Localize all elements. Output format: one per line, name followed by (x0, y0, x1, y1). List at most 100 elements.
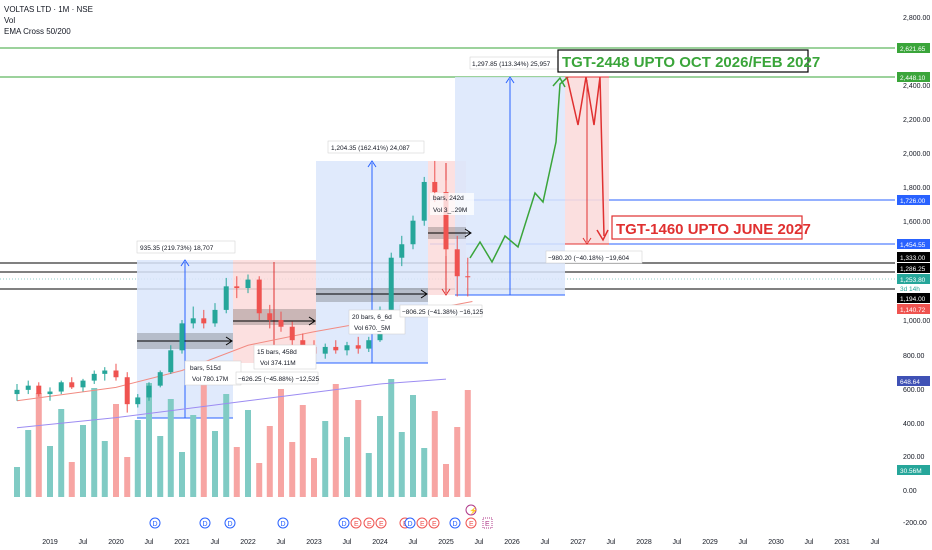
candle (58, 380, 64, 395)
volume-bars (14, 378, 471, 497)
volume-bar (344, 437, 350, 497)
svg-text:E: E (485, 521, 490, 528)
volume-bar (365, 453, 372, 497)
volume-bar (278, 389, 284, 497)
volume-bar (256, 463, 263, 497)
candle (69, 377, 75, 390)
candle (333, 340, 339, 354)
price-label: 1,454.55 (897, 239, 930, 249)
candle (267, 304, 273, 329)
candle (454, 235, 460, 297)
volume-bar (167, 399, 174, 497)
svg-text:648.64: 648.64 (900, 379, 920, 386)
volume-bar (200, 378, 207, 497)
svg-text:E: E (420, 521, 425, 528)
chart-legend: VOLTAS LTD · 1M · NSE Vol EMA Cross 50/2… (4, 4, 93, 37)
y-tick-label: 2,800.00 (903, 15, 930, 22)
target-callouts: TGT-2448 UPTO OCT 2026/FEB 2027 TGT-1460… (557, 49, 820, 240)
price-label: 30.56M (897, 465, 930, 475)
x-tick-label: Jul (277, 539, 286, 546)
svg-text:E: E (469, 521, 474, 528)
y-tick-label: 2,000.00 (903, 151, 930, 158)
volume-indicator-label[interactable]: Vol (4, 16, 16, 25)
svg-text:30.56M: 30.56M (900, 468, 922, 475)
countdown-label: 3d 14h (900, 286, 920, 293)
volume-bar (25, 430, 32, 497)
svg-text:⚡: ⚡ (469, 506, 478, 515)
x-tick-label: Jul (145, 539, 154, 546)
svg-text:E: E (432, 521, 437, 528)
annotation-7: 1,204.35 (162.41%) 24,087 (331, 145, 410, 152)
candle (157, 370, 163, 388)
volume-bar (421, 448, 428, 497)
candle (322, 343, 328, 359)
volume-bar (134, 420, 141, 497)
candle (102, 367, 108, 381)
candle (212, 303, 218, 327)
x-tick-label: 2024 (372, 539, 388, 546)
y-axis: 2,800.00 2,400.00 2,200.00 2,000.00 1,800.00… (897, 15, 930, 527)
annotation-2: bars, 515d (190, 365, 221, 372)
candle (223, 277, 229, 314)
volume-bar (58, 409, 65, 497)
y-tick-label: 400.00 (903, 421, 925, 428)
candle (168, 345, 174, 374)
svg-text:D: D (153, 521, 158, 528)
symbol-title[interactable]: VOLTAS LTD · 1M · NSE (4, 5, 93, 14)
x-tick-label: Jul (79, 539, 88, 546)
volume-bar (377, 416, 383, 497)
price-label: 1,194.00 (897, 293, 930, 303)
candle (388, 252, 394, 314)
event-markers: D D D D D E E E E D E E D E ⚡ E (149, 504, 493, 529)
svg-text:1,140.72: 1,140.72 (900, 307, 926, 314)
y-tick-label: 0.00 (903, 488, 917, 495)
volume-bar (91, 388, 98, 497)
ema-indicator-label[interactable]: EMA Cross 50/200 (4, 27, 71, 36)
volume-bar (454, 427, 461, 497)
x-tick-label: 2021 (174, 539, 190, 546)
candle (443, 180, 449, 257)
svg-text:E: E (354, 521, 359, 528)
annotation-5: Vol 374.11M (260, 360, 296, 367)
x-tick-label: Jul (211, 539, 220, 546)
candle (190, 306, 196, 329)
candle (14, 383, 20, 401)
candle (344, 341, 350, 356)
svg-text:D: D (281, 521, 286, 528)
x-tick-label: Jul (475, 539, 484, 546)
price-label: 1,253.80 (897, 274, 930, 284)
annotation-6: −626.25 (−45.88%) −12,525 (238, 376, 320, 383)
candle (289, 321, 295, 346)
annotation-11: bars, 242d (433, 195, 464, 202)
y-tick-label: 2,200.00 (903, 117, 930, 124)
volume-bar (223, 394, 230, 497)
candle (135, 394, 141, 408)
x-tick-label: 2025 (438, 539, 454, 546)
price-label: 2,448.10 (897, 72, 930, 82)
target-red-label: TGT-1460 UPTO JUNE 2027 (616, 221, 811, 238)
candle (399, 235, 405, 267)
candle (146, 382, 152, 401)
target-green-label: TGT-2448 UPTO OCT 2026/FEB 2027 (562, 54, 820, 71)
x-axis: 2019 Jul 2020 Jul 2021 Jul 2022 Jul 2023 Jul 2024 J… (42, 539, 880, 546)
volume-bar (410, 395, 416, 497)
volume-bar (233, 447, 240, 497)
svg-text:2,448.10: 2,448.10 (900, 75, 926, 82)
x-tick-label: Jul (343, 539, 352, 546)
candle (124, 372, 130, 413)
volume-bar (157, 436, 164, 497)
svg-text:D: D (342, 521, 347, 528)
annotation-14: −980.20 (−40.18%) −19,604 (548, 255, 630, 262)
y-tick-label: 600.00 (903, 387, 925, 394)
x-tick-label: Jul (541, 539, 550, 546)
volume-bar (266, 426, 273, 497)
x-tick-label: 2030 (768, 539, 784, 546)
price-label: 1,726.00 (897, 195, 930, 205)
candle (91, 370, 97, 384)
price-label: 1,140.72 (897, 304, 930, 314)
candle (355, 336, 361, 354)
annotation-10: −806.25 (−41.38%) −16,125 (402, 309, 484, 316)
volume-bar (35, 393, 42, 497)
volume-bar (332, 384, 339, 497)
